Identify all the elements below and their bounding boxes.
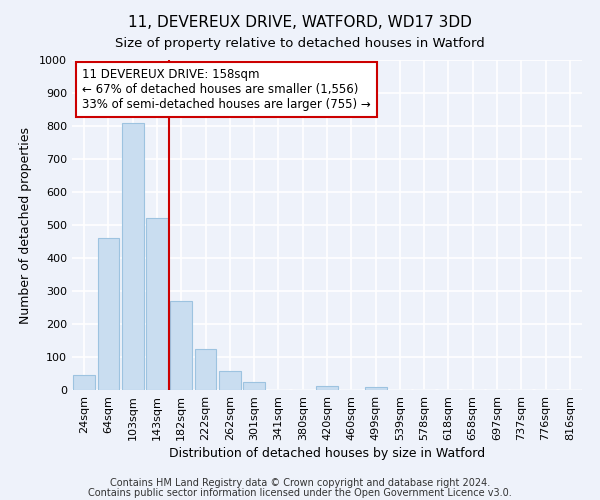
Bar	[194, 349, 217, 390]
Bar	[97, 238, 119, 390]
Bar	[243, 382, 265, 390]
Bar	[219, 371, 241, 390]
Text: Size of property relative to detached houses in Watford: Size of property relative to detached ho…	[115, 38, 485, 51]
Text: 11 DEVEREUX DRIVE: 158sqm
← 67% of detached houses are smaller (1,556)
33% of se: 11 DEVEREUX DRIVE: 158sqm ← 67% of detac…	[82, 68, 371, 112]
Bar	[316, 386, 338, 390]
Text: 11, DEVEREUX DRIVE, WATFORD, WD17 3DD: 11, DEVEREUX DRIVE, WATFORD, WD17 3DD	[128, 15, 472, 30]
Y-axis label: Number of detached properties: Number of detached properties	[19, 126, 32, 324]
X-axis label: Distribution of detached houses by size in Watford: Distribution of detached houses by size …	[169, 447, 485, 460]
Bar	[365, 388, 386, 390]
Bar	[122, 122, 143, 390]
Text: Contains public sector information licensed under the Open Government Licence v3: Contains public sector information licen…	[88, 488, 512, 498]
Bar	[146, 218, 168, 390]
Bar	[170, 301, 192, 390]
Text: Contains HM Land Registry data © Crown copyright and database right 2024.: Contains HM Land Registry data © Crown c…	[110, 478, 490, 488]
Bar	[73, 375, 95, 390]
